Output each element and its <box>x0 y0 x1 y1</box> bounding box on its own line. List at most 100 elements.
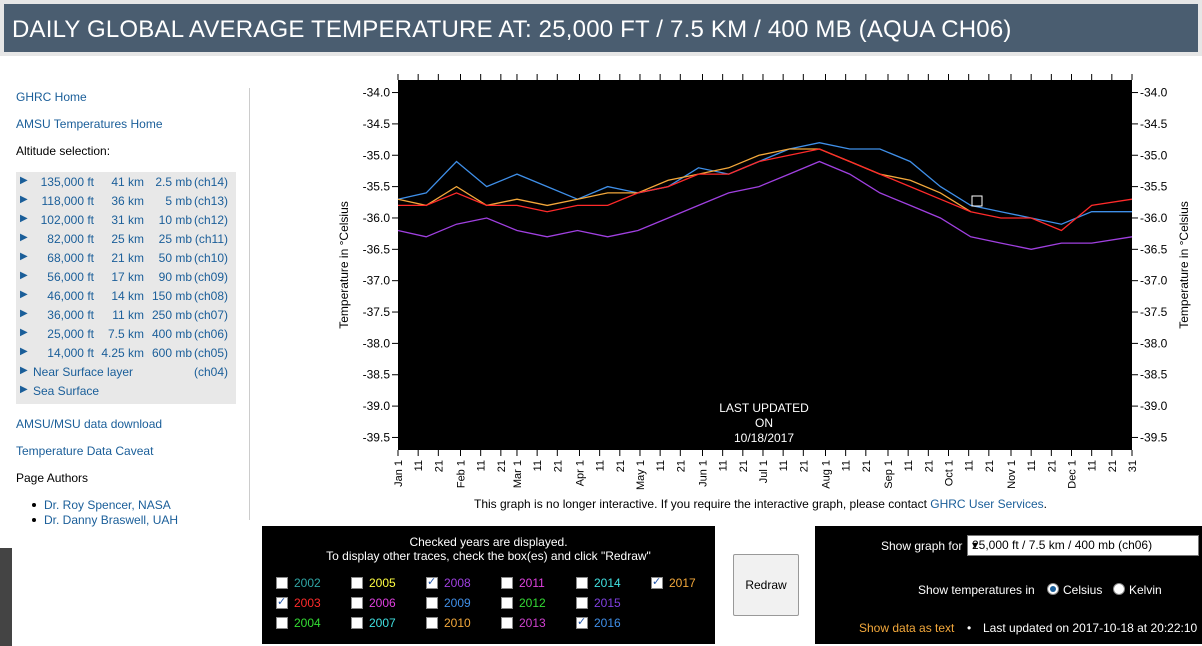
year-label: 2016 <box>594 616 621 630</box>
altitude-mb: 250 mb <box>151 308 192 322</box>
y-tick-label-right: -37.0 <box>1140 274 1168 288</box>
checkbox[interactable] <box>576 597 588 609</box>
play-arrow-icon: ▶ <box>20 327 28 338</box>
checkbox[interactable] <box>351 597 363 609</box>
altitude-mb: 5 mb <box>165 194 192 208</box>
altitude-option[interactable]: ▶ 135,000 ft 41 km 2.5 mb (ch14) <box>16 175 236 194</box>
altitude-mb: 2.5 mb <box>155 175 192 189</box>
year-label: 2013 <box>519 616 546 630</box>
year-label: 2012 <box>519 596 546 610</box>
x-tick-label: 11 <box>595 460 607 471</box>
x-tick-label: 21 <box>433 460 445 472</box>
y-axis-label-right: Temperature in °Celsius <box>1177 201 1191 329</box>
y-tick-label-right: -36.5 <box>1140 242 1168 256</box>
altitude-select[interactable]: 25,000 ft / 7.5 km / 400 mb (ch06) ▾ <box>967 535 1199 556</box>
x-tick-label: 21 <box>1046 460 1058 472</box>
checkbox[interactable] <box>426 597 438 609</box>
checkbox[interactable] <box>651 575 663 589</box>
x-tick-label: 11 <box>532 460 544 471</box>
altitude-option[interactable]: ▶ 14,000 ft 4.25 km 600 mb (ch05) <box>16 346 236 365</box>
play-arrow-icon: ▶ <box>20 251 28 262</box>
data-download-link[interactable]: AMSU/MSU data download <box>16 417 163 431</box>
altitude-km: 21 km <box>111 251 144 265</box>
altitude-option[interactable]: ▶ 118,000 ft 36 km 5 mb (ch13) <box>16 194 236 213</box>
altitude-ft: 68,000 ft <box>47 251 94 265</box>
altitude-km: 17 km <box>111 270 144 284</box>
play-arrow-icon: ▶ <box>20 213 28 224</box>
author-link-braswell[interactable]: Dr. Danny Braswell, UAH <box>32 513 178 527</box>
y-tick-label-right: -38.5 <box>1140 368 1168 382</box>
altitude-ft: 46,000 ft <box>47 289 94 303</box>
near-surface-option[interactable]: ▶ Near Surface layer (ch04) <box>16 365 236 384</box>
x-tick-label: 11 <box>655 460 667 471</box>
y-tick-label-right: -35.0 <box>1140 148 1168 162</box>
checkbox[interactable] <box>276 577 288 589</box>
x-tick-label: Nov 1 <box>1006 460 1018 489</box>
checkbox[interactable] <box>576 577 588 589</box>
celsius-radio[interactable] <box>1047 583 1059 595</box>
y-tick-label-right: -37.5 <box>1140 305 1168 319</box>
altitude-option[interactable]: ▶ 25,000 ft 7.5 km 400 mb (ch06) <box>16 327 236 346</box>
checkbox[interactable] <box>276 617 288 629</box>
year-label: 2002 <box>294 576 321 590</box>
ghrc-user-services-link[interactable]: GHRC User Services <box>930 497 1044 511</box>
x-tick-label: 21 <box>675 460 687 472</box>
checkbox[interactable] <box>576 615 588 629</box>
altitude-option[interactable]: ▶ 82,000 ft 25 km 25 mb (ch11) <box>16 232 236 251</box>
last-updated-annotation: LAST UPDATED <box>719 401 809 415</box>
page-authors-label: Page Authors <box>16 471 89 485</box>
x-tick-label: 11 <box>964 460 976 471</box>
x-tick-label: 21 <box>496 460 508 472</box>
altitude-option[interactable]: ▶ 102,000 ft 31 km 10 mb (ch12) <box>16 213 236 232</box>
ghrc-home-link[interactable]: GHRC Home <box>16 90 87 104</box>
altitude-option[interactable]: ▶ 68,000 ft 21 km 50 mb (ch10) <box>16 251 236 270</box>
altitude-channel: (ch09) <box>193 270 228 284</box>
kelvin-radio[interactable] <box>1113 583 1125 595</box>
x-tick-label: May 1 <box>635 460 647 490</box>
checkbox[interactable] <box>426 617 438 629</box>
altitude-option[interactable]: ▶ 56,000 ft 17 km 90 mb (ch09) <box>16 270 236 289</box>
year-label: 2007 <box>369 616 396 630</box>
altitude-ft: 102,000 ft <box>40 213 94 227</box>
cursor-marker <box>971 195 983 207</box>
sea-surface-option[interactable]: ▶ Sea Surface <box>16 384 236 403</box>
y-tick-label-left: -36.5 <box>363 242 391 256</box>
show-data-text-link[interactable]: Show data as text <box>859 621 955 635</box>
altitude-channel: (ch12) <box>193 213 228 227</box>
checkbox[interactable] <box>351 617 363 629</box>
last-updated-text: Last updated on 2017-10-18 at 20:22:10 <box>983 621 1198 635</box>
chart-note: This graph is no longer interactive. If … <box>474 497 1047 511</box>
caveat-link[interactable]: Temperature Data Caveat <box>16 444 154 458</box>
y-tick-label-right: -36.0 <box>1140 211 1168 225</box>
x-tick-label: 21 <box>798 460 810 472</box>
author-link-spencer[interactable]: Dr. Roy Spencer, NASA <box>32 498 171 512</box>
altitude-channel: (ch10) <box>193 251 228 265</box>
altitude-option[interactable]: ▶ 36,000 ft 11 km 250 mb (ch07) <box>16 308 236 327</box>
y-tick-label-left: -34.0 <box>363 86 391 100</box>
x-tick-label: 21 <box>861 460 873 472</box>
checkbox[interactable] <box>276 595 288 609</box>
last-updated-annotation: ON <box>755 416 773 430</box>
sidebar: GHRC Home AMSU Temperatures Home Altitud… <box>0 62 250 542</box>
checkbox[interactable] <box>501 597 513 609</box>
amsu-home-link[interactable]: AMSU Temperatures Home <box>16 117 163 131</box>
altitude-mb: 150 mb <box>151 289 192 303</box>
redraw-button[interactable]: Redraw <box>733 554 799 616</box>
year-label: 2015 <box>594 596 621 610</box>
altitude-mb: 600 mb <box>151 346 192 360</box>
y-tick-label-left: -38.5 <box>363 368 391 382</box>
checkbox[interactable] <box>426 575 438 589</box>
checkbox[interactable] <box>501 577 513 589</box>
checkbox[interactable] <box>351 577 363 589</box>
altitude-km: 41 km <box>111 175 144 189</box>
x-tick-label: 11 <box>718 460 730 471</box>
checkbox[interactable] <box>501 617 513 629</box>
altitude-channel: (ch06) <box>193 327 228 341</box>
feedback-tab[interactable]: feedback <box>0 548 12 646</box>
y-tick-label-left: -39.5 <box>363 430 391 444</box>
altitude-option[interactable]: ▶ 46,000 ft 14 km 150 mb (ch08) <box>16 289 236 308</box>
x-tick-label: 21 <box>1107 460 1119 472</box>
year-label: 2014 <box>594 576 621 590</box>
x-tick-label: Aug 1 <box>820 460 832 489</box>
altitude-list: ▶ 135,000 ft 41 km 2.5 mb (ch14) ▶ 118,000 ft 3… <box>16 172 236 404</box>
